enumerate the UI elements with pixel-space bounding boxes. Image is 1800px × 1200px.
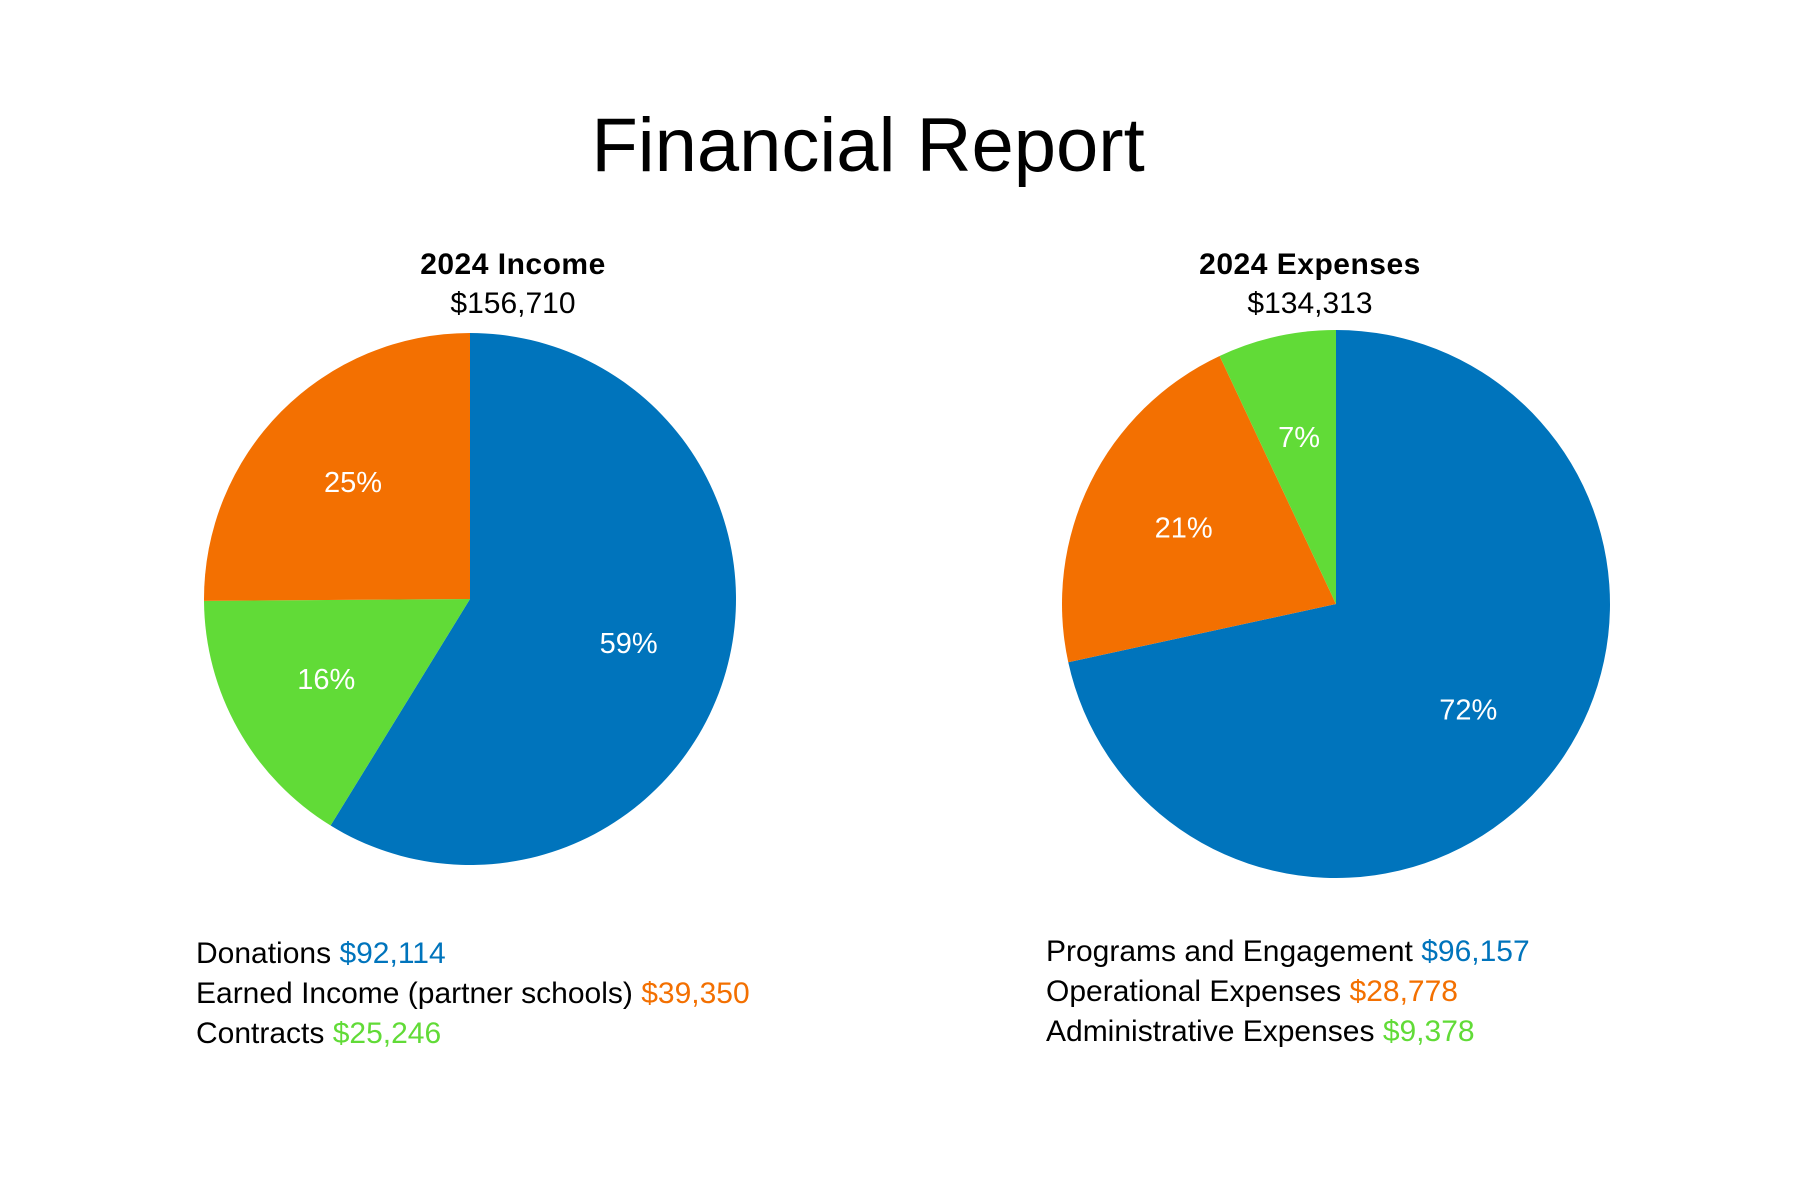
legend-label: Donations xyxy=(196,937,340,970)
legend-entry: Administrative Expenses $9,378 xyxy=(1046,1012,1530,1052)
slice-percent-label: 16% xyxy=(297,664,355,696)
pie-slice-operational-expenses xyxy=(1062,355,1336,663)
legend-entry: Operational Expenses $28,778 xyxy=(1046,972,1530,1012)
legend-value: $39,350 xyxy=(641,977,750,1010)
legend-entry: Earned Income (partner schools) $39,350 xyxy=(196,974,750,1014)
expenses-pie: 72% 21% 7% xyxy=(1062,330,1610,878)
legend-value: $25,246 xyxy=(332,1017,442,1050)
legend-value: $96,157 xyxy=(1421,935,1530,968)
legend-value: $28,778 xyxy=(1349,975,1458,1008)
legend-label: Contracts xyxy=(196,1017,333,1050)
expenses-chart-title: 2024 Expenses xyxy=(1199,248,1421,281)
slice-percent-label: 25% xyxy=(324,467,382,499)
pie-slice-contracts xyxy=(204,599,471,826)
slice-percent-label: 59% xyxy=(600,628,658,660)
income-pie: 59% 16% 25% xyxy=(203,333,736,865)
page-title: Financial Report xyxy=(591,103,1145,188)
slice-percent-label: 7% xyxy=(1278,422,1320,454)
legend-value: $92,114 xyxy=(339,937,446,970)
pie-slice-programs-and-engagement xyxy=(1068,330,1610,878)
income-chart-total: $156,710 xyxy=(450,287,576,320)
legend-entry: Programs and Engagement $96,157 xyxy=(1046,932,1530,972)
slice-percent-label: 72% xyxy=(1439,695,1497,727)
legend-label: Earned Income (partner schools) xyxy=(196,977,642,1010)
legend-entry: Donations $92,114 xyxy=(196,934,750,974)
legend-label: Programs and Engagement xyxy=(1046,935,1422,968)
legend-label: Operational Expenses xyxy=(1046,975,1350,1008)
income-legend: Donations $92,114 Earned Income (partner … xyxy=(196,934,750,1054)
slice-percent-label: 21% xyxy=(1155,513,1213,545)
expenses-legend: Programs and Engagement $96,157 Operation… xyxy=(1046,932,1530,1052)
income-chart-title: 2024 Income xyxy=(420,248,606,281)
pie-slice-earned-income-partner-schools xyxy=(203,333,470,601)
legend-label: Administrative Expenses xyxy=(1046,1015,1383,1048)
income-chart: 2024 Income $156,710 59% 16% 25% Donations… xyxy=(196,248,750,1054)
pie-slice-administrative-expenses xyxy=(1219,330,1336,604)
legend-value: $9,378 xyxy=(1382,1015,1475,1048)
legend-entry: Contracts $25,246 xyxy=(196,1014,750,1054)
pie-slice-donations xyxy=(330,333,736,865)
expenses-chart: 2024 Expenses $134,313 72% 21% 7% Programs… xyxy=(900,0,1800,1200)
expenses-chart-total: $134,313 xyxy=(1247,287,1373,320)
